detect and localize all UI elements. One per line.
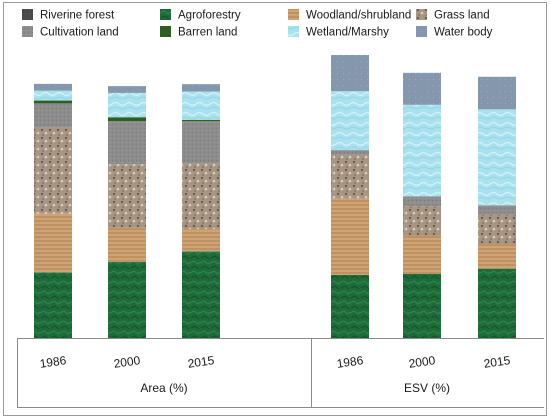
bar-segment-agroforestry-5 [478, 268, 516, 338]
legend-swatch-barren-land [160, 26, 171, 37]
bar-segment-grass-land-3 [331, 154, 369, 199]
bar-segment-agroforestry-0 [34, 272, 72, 338]
bar-segment-wetland-marshy-3 [331, 91, 369, 151]
bar-segment-grass-land-4 [403, 206, 441, 236]
group-label-esv: ESV (%) [404, 381, 450, 395]
x-tick-label: 2000 [113, 353, 142, 371]
legend-label-barren-land: Barren land [178, 27, 237, 39]
legend-swatch-water-body [416, 26, 427, 37]
legend: Riverine forest Agroforestry Woodland/shru… [22, 9, 493, 39]
x-tick-label: 1986 [336, 353, 365, 371]
legend-label-wetland-marshy: Wetland/Marshy [306, 27, 389, 39]
legend-swatch-riverine-forest [22, 9, 33, 20]
bar-segment-woodland-shrubland-4 [403, 235, 441, 274]
legend-swatch-grass-land [416, 9, 427, 20]
legend-label-cultivation-land: Cultivation land [40, 27, 119, 39]
bar-segment-wetland-marshy-4 [403, 104, 441, 197]
bar-segment-woodland-shrubland-2 [182, 229, 220, 252]
bar-segment-cultivation-land-3 [331, 150, 369, 155]
bar-segment-woodland-shrubland-0 [34, 213, 72, 273]
legend-label-riverine-forest: Riverine forest [40, 10, 115, 22]
bar-segment-grass-land-1 [108, 164, 146, 228]
legend-label-grass-land: Grass land [434, 10, 490, 22]
x-tick-label: 2015 [187, 353, 216, 371]
bar-segment-agroforestry-4 [403, 273, 441, 338]
legend-swatch-wetland-marshy [288, 26, 299, 37]
bar-segment-water-body-2 [182, 84, 220, 92]
bar-segment-agroforestry-2 [182, 251, 220, 338]
bar-segment-water-body-0 [34, 83, 72, 91]
bar-segment-wetland-marshy-2 [182, 91, 220, 120]
bar-segment-water-body-3 [331, 55, 369, 92]
bar-segment-water-body-5 [478, 76, 516, 110]
x-tick-label: 1986 [39, 353, 68, 371]
legend-swatch-woodland-shrubland [288, 9, 299, 20]
bar-segment-water-body-1 [108, 86, 146, 93]
bar-segment-barren-land-2 [182, 119, 220, 122]
bar-segment-water-body-4 [403, 72, 441, 105]
legend-swatch-agroforestry [160, 9, 171, 20]
legend-swatch-cultivation-land [22, 26, 33, 37]
bar-segment-agroforestry-1 [108, 261, 146, 338]
legend-label-water-body: Water body [434, 27, 493, 39]
bar-segment-woodland-shrubland-1 [108, 227, 146, 262]
bar-segment-barren-land-0 [34, 100, 72, 104]
bar-segment-cultivation-land-0 [34, 103, 72, 128]
group-label-area: Area (%) [140, 381, 187, 395]
bar-segment-wetland-marshy-5 [478, 109, 516, 206]
bar-segment-grass-land-0 [34, 127, 72, 214]
legend-label-agroforestry: Agroforestry [178, 10, 241, 22]
bar-segment-barren-land-1 [108, 117, 146, 122]
bar-segment-cultivation-land-4 [403, 196, 441, 207]
x-tick-labels: 1986 2000 2015 1986 2000 2015 [39, 353, 512, 371]
plot-area [34, 55, 516, 338]
chart-frame [3, 2, 547, 416]
bar-segment-grass-land-2 [182, 163, 220, 230]
group-labels: Area (%) ESV (%) [140, 381, 450, 395]
bar-segment-agroforestry-3 [331, 274, 369, 338]
bar-segment-cultivation-land-1 [108, 121, 146, 165]
bar-segment-woodland-shrubland-3 [331, 198, 369, 275]
bar-segment-woodland-shrubland-5 [478, 244, 516, 269]
bar-segment-grass-land-5 [478, 214, 516, 245]
bar-segment-wetland-marshy-1 [108, 92, 146, 118]
x-tick-label: 2000 [408, 353, 437, 371]
x-tick-label: 2015 [483, 353, 512, 371]
bar-segment-cultivation-land-2 [182, 121, 220, 164]
bar-segment-wetland-marshy-0 [34, 90, 72, 101]
category-axis-table [17, 338, 544, 408]
bar-segment-cultivation-land-5 [478, 205, 516, 215]
legend-label-woodland-shrubland: Woodland/shrubland [306, 10, 411, 22]
